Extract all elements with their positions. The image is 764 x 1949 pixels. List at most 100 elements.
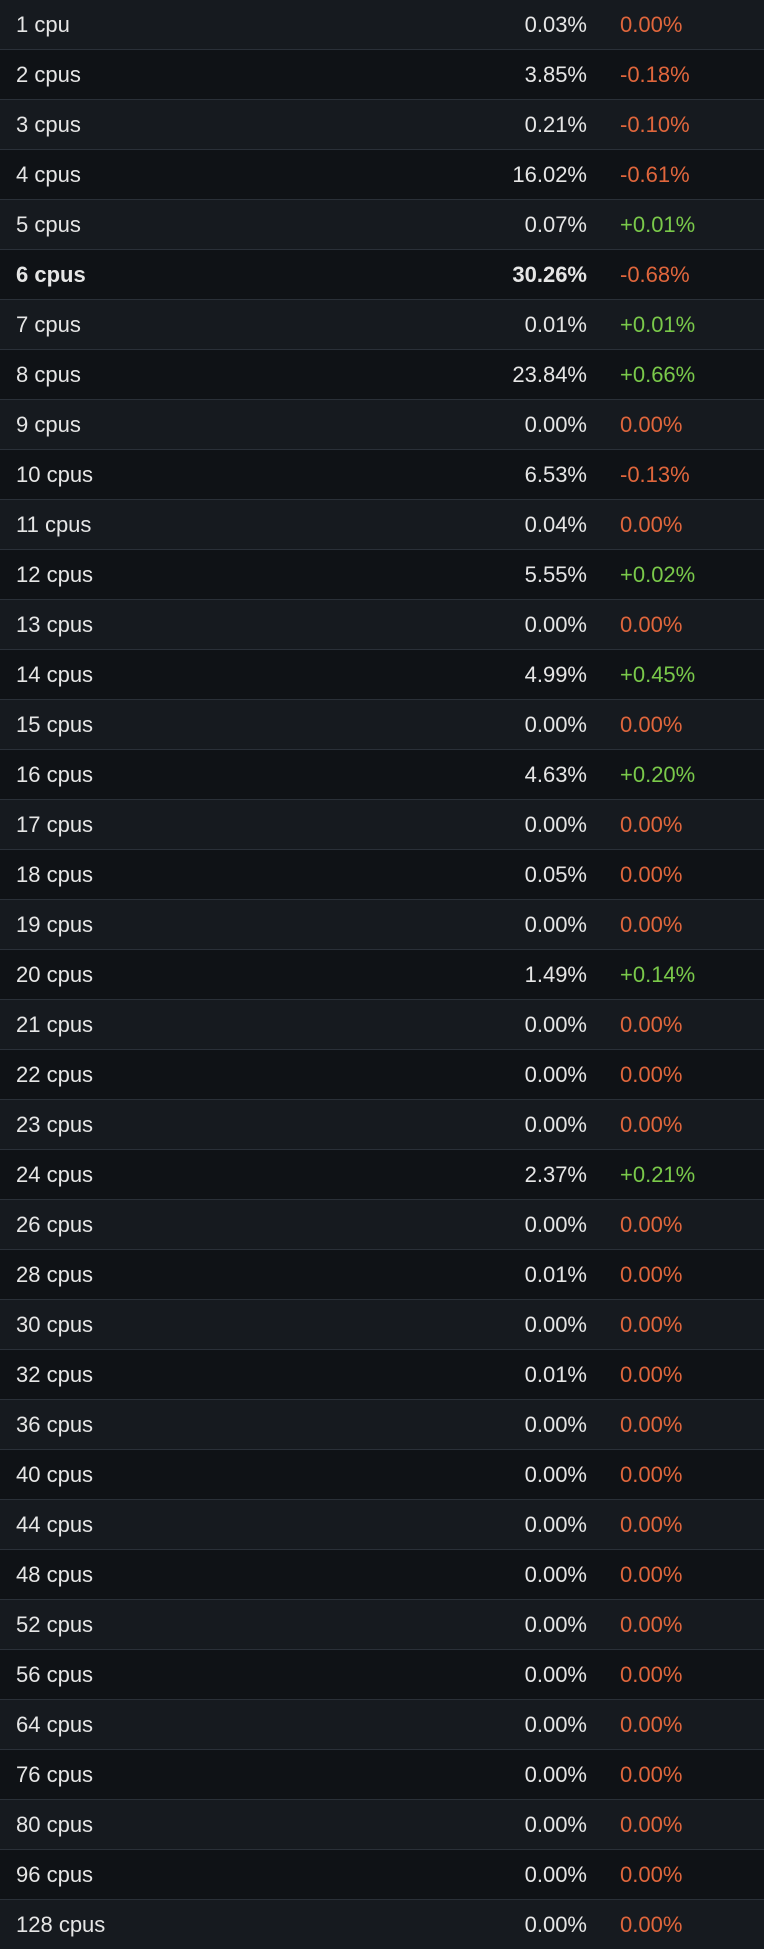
share-percent: 0.00% (524, 1111, 587, 1137)
table-row: 40 cpus 0.00% 0.00% (0, 1450, 764, 1500)
table-row: 64 cpus 0.00% 0.00% (0, 1700, 764, 1750)
share-percent: 1.49% (524, 961, 587, 987)
share-percent: 0.00% (524, 1711, 587, 1737)
cpu-count-label: 128 cpus (16, 1911, 106, 1937)
cpu-count-label: 23 cpus (16, 1111, 94, 1137)
share-percent: 0.00% (524, 1811, 587, 1837)
cpu-count-label: 3 cpus (16, 111, 81, 137)
cpu-count-label: 1 cpu (16, 11, 70, 37)
change-percent: 0.00% (620, 1411, 683, 1437)
change-percent: 0.00% (620, 911, 683, 937)
table-row: 14 cpus 4.99% +0.45% (0, 650, 764, 700)
share-percent: 4.99% (524, 661, 587, 687)
table-row: 15 cpus 0.00% 0.00% (0, 700, 764, 750)
cpu-count-label: 32 cpus (16, 1361, 94, 1387)
table-row: 128 cpus 0.00% 0.00% (0, 1900, 764, 1949)
cpu-count-label: 17 cpus (16, 811, 94, 837)
share-percent: 0.00% (524, 1911, 587, 1937)
change-percent: 0.00% (620, 1511, 683, 1537)
share-percent: 0.00% (524, 1011, 587, 1037)
change-percent: -0.68% (620, 261, 690, 287)
change-percent: 0.00% (620, 1461, 683, 1487)
cpu-count-label: 9 cpus (16, 411, 81, 437)
table-row: 16 cpus 4.63% +0.20% (0, 750, 764, 800)
share-percent: 0.00% (524, 1661, 587, 1687)
cpu-count-label: 22 cpus (16, 1061, 94, 1087)
change-percent: 0.00% (620, 861, 683, 887)
share-percent: 23.84% (512, 361, 587, 387)
change-percent: 0.00% (620, 1311, 683, 1337)
share-percent: 0.00% (524, 1411, 587, 1437)
change-percent: -0.13% (620, 461, 690, 487)
table-row: 1 cpu 0.03% 0.00% (0, 0, 764, 50)
table-row: 23 cpus 0.00% 0.00% (0, 1100, 764, 1150)
table-row: 8 cpus 23.84% +0.66% (0, 350, 764, 400)
change-percent: +0.20% (620, 761, 696, 787)
table-row: 17 cpus 0.00% 0.00% (0, 800, 764, 850)
share-percent: 30.26% (512, 261, 587, 287)
share-percent: 0.00% (524, 411, 587, 437)
share-percent: 0.00% (524, 1511, 587, 1537)
share-percent: 6.53% (524, 461, 587, 487)
table-row: 52 cpus 0.00% 0.00% (0, 1600, 764, 1650)
share-percent: 0.07% (524, 211, 587, 237)
change-percent: +0.45% (620, 661, 696, 687)
change-percent: 0.00% (620, 1661, 683, 1687)
change-percent: 0.00% (620, 1211, 683, 1237)
cpu-count-label: 13 cpus (16, 611, 94, 637)
change-percent: +0.01% (620, 211, 696, 237)
cpu-count-label: 56 cpus (16, 1661, 94, 1687)
cpu-count-label: 76 cpus (16, 1761, 94, 1787)
change-percent: -0.10% (620, 111, 690, 137)
cpu-count-label: 5 cpus (16, 211, 81, 237)
table-row: 96 cpus 0.00% 0.00% (0, 1850, 764, 1900)
cpu-count-label: 14 cpus (16, 661, 94, 687)
table-row: 3 cpus 0.21% -0.10% (0, 100, 764, 150)
change-percent: 0.00% (620, 811, 683, 837)
cpu-count-label: 24 cpus (16, 1161, 94, 1187)
table-row: 28 cpus 0.01% 0.00% (0, 1250, 764, 1300)
table-row: 19 cpus 0.00% 0.00% (0, 900, 764, 950)
share-percent: 0.05% (524, 861, 587, 887)
table-row: 6 cpus 30.26% -0.68% (0, 250, 764, 300)
change-percent: 0.00% (620, 411, 683, 437)
table-row: 36 cpus 0.00% 0.00% (0, 1400, 764, 1450)
share-percent: 0.04% (524, 511, 587, 537)
cpu-count-label: 10 cpus (16, 461, 94, 487)
cpu-count-label: 21 cpus (16, 1011, 94, 1037)
cpu-count-label: 2 cpus (16, 61, 81, 87)
table-row: 32 cpus 0.01% 0.00% (0, 1350, 764, 1400)
cpu-count-label: 16 cpus (16, 761, 94, 787)
change-percent: 0.00% (620, 1261, 683, 1287)
share-percent: 0.00% (524, 1311, 587, 1337)
change-percent: +0.14% (620, 961, 696, 987)
cpu-count-label: 12 cpus (16, 561, 94, 587)
cpu-count-label: 64 cpus (16, 1711, 94, 1737)
cpu-count-label: 7 cpus (16, 311, 81, 337)
table-row: 18 cpus 0.05% 0.00% (0, 850, 764, 900)
cpu-count-label: 48 cpus (16, 1561, 94, 1587)
cpu-count-label: 15 cpus (16, 711, 94, 737)
cpu-count-label: 36 cpus (16, 1411, 94, 1437)
table-row: 44 cpus 0.00% 0.00% (0, 1500, 764, 1550)
table-row: 22 cpus 0.00% 0.00% (0, 1050, 764, 1100)
share-percent: 0.00% (524, 1211, 587, 1237)
change-percent: 0.00% (620, 611, 683, 637)
share-percent: 0.21% (524, 111, 587, 137)
change-percent: 0.00% (620, 1611, 683, 1637)
cpu-count-label: 19 cpus (16, 911, 94, 937)
share-percent: 0.00% (524, 1761, 587, 1787)
change-percent: +0.66% (620, 361, 696, 387)
cpu-count-label: 96 cpus (16, 1861, 94, 1887)
share-percent: 0.01% (524, 1361, 587, 1387)
cpu-count-label: 52 cpus (16, 1611, 94, 1637)
share-percent: 0.01% (524, 1261, 587, 1287)
table-row: 10 cpus 6.53% -0.13% (0, 450, 764, 500)
cpu-count-label: 30 cpus (16, 1311, 94, 1337)
change-percent: +0.21% (620, 1161, 696, 1187)
table-row: 26 cpus 0.00% 0.00% (0, 1200, 764, 1250)
table-row: 9 cpus 0.00% 0.00% (0, 400, 764, 450)
table-row: 24 cpus 2.37% +0.21% (0, 1150, 764, 1200)
table-row: 5 cpus 0.07% +0.01% (0, 200, 764, 250)
